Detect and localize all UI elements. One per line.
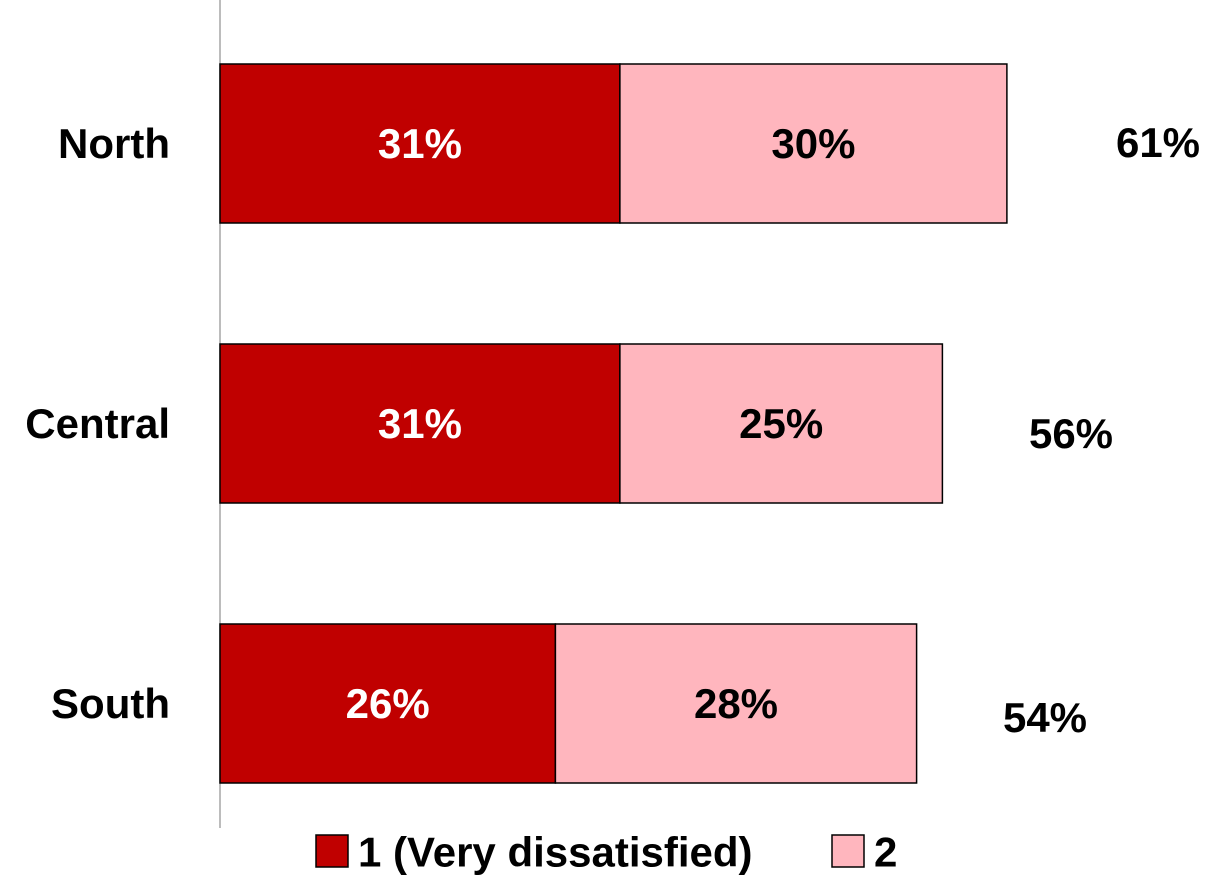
- bar-north-series-2: [619, 63, 1008, 224]
- legend-swatch-series-1: [315, 834, 349, 868]
- total-label-north: 61%: [1116, 119, 1200, 166]
- bar-north-series-1: [219, 63, 621, 224]
- data-label-north-series-1: 31%: [378, 120, 462, 167]
- category-label-south: South: [51, 680, 170, 727]
- category-label-north: North: [58, 120, 170, 167]
- total-label-central: 56%: [1029, 410, 1113, 457]
- data-label-central-series-1: 31%: [378, 400, 462, 447]
- bar-central-series-1: [219, 343, 621, 504]
- data-label-north-series-2: 30%: [771, 120, 855, 167]
- data-label-south-series-1: 26%: [346, 680, 430, 727]
- legend-label-series-1: 1 (Very dissatisfied): [358, 829, 753, 876]
- data-label-south-series-2: 28%: [694, 680, 778, 727]
- bar-central-series-2: [619, 343, 944, 504]
- legend-swatch-series-2: [831, 834, 865, 868]
- bar-south-series-2: [554, 623, 918, 784]
- category-label-central: Central: [25, 400, 170, 447]
- legend-label-series-2: 2: [874, 829, 897, 876]
- data-label-central-series-2: 25%: [739, 400, 823, 447]
- total-label-south: 54%: [1003, 694, 1087, 741]
